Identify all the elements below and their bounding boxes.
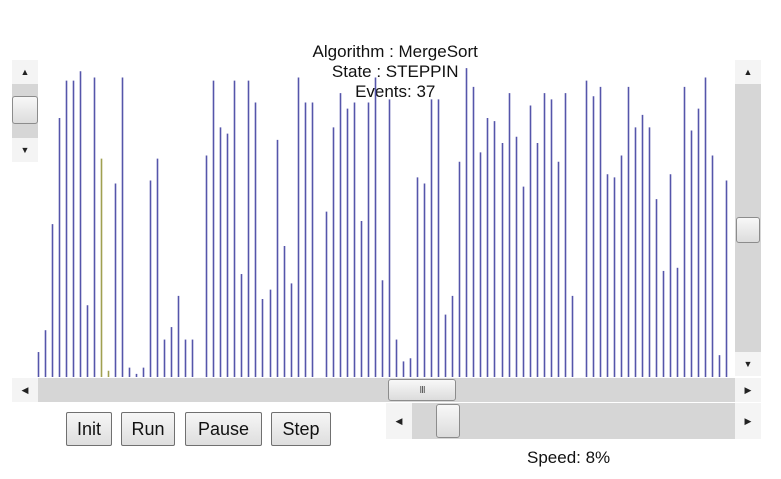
sort-bars-chart (37, 68, 728, 377)
hscroll-left-icon[interactable]: ◀ (12, 378, 38, 402)
left-scroll-up-icon[interactable]: ▲ (12, 60, 38, 84)
pause-button[interactable]: Pause (185, 412, 262, 446)
speed-decrease-icon[interactable]: ◀ (386, 403, 412, 439)
speed-track[interactable] (412, 403, 735, 439)
run-button[interactable]: Run (121, 412, 175, 446)
init-button[interactable]: Init (66, 412, 112, 446)
events-label: Events: 37 (355, 82, 436, 101)
left-scroll-thumb[interactable] (12, 96, 38, 124)
left-scroll-down-icon[interactable]: ▼ (12, 138, 38, 162)
speed-label: Speed: 8% (527, 448, 611, 467)
status-line: Algorithm : MergeSort State : STEPPIN Ev… (0, 22, 781, 102)
right-scroll-down-icon[interactable]: ▼ (735, 352, 761, 376)
right-scroll-thumb[interactable] (736, 217, 760, 243)
algorithm-label: Algorithm : MergeSort (312, 42, 478, 61)
hscroll-thumb[interactable]: III (388, 379, 456, 401)
right-scroll-up-icon[interactable]: ▲ (735, 60, 761, 84)
step-button[interactable]: Step (271, 412, 331, 446)
hscroll-track[interactable] (38, 378, 735, 402)
speed-increase-icon[interactable]: ▶ (735, 403, 761, 439)
hscroll-right-icon[interactable]: ▶ (735, 378, 761, 402)
speed-thumb[interactable] (435, 404, 460, 438)
state-label: State : STEPPIN (331, 62, 459, 81)
